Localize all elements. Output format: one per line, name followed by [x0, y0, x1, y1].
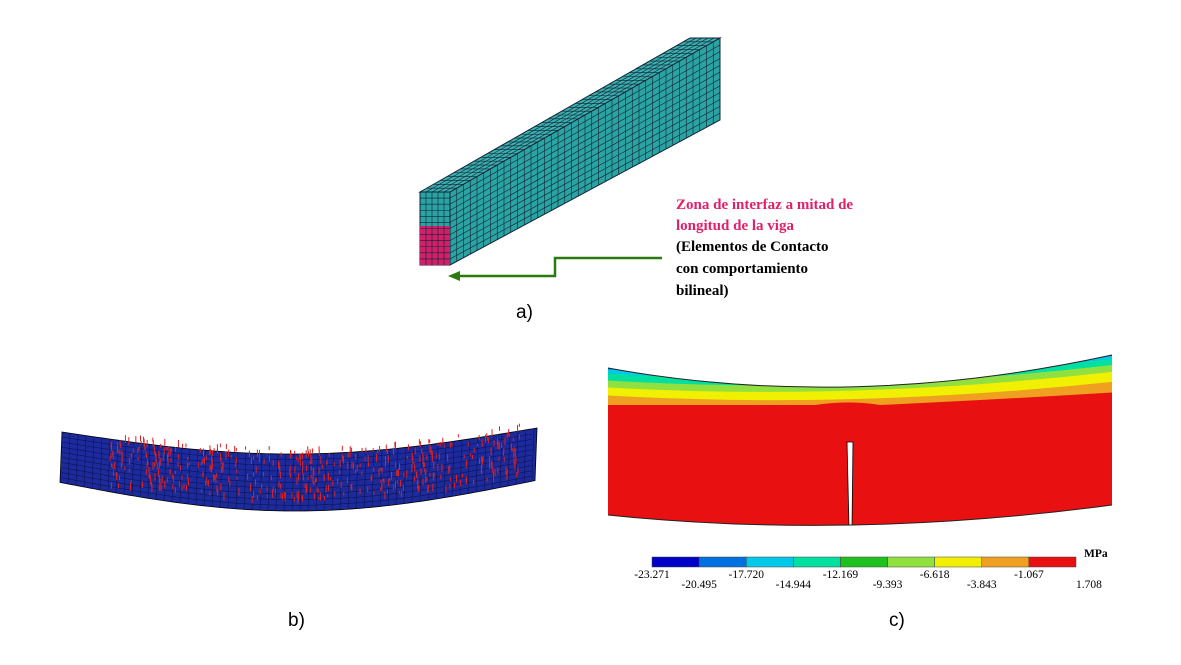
mesh-line — [449, 58, 721, 211]
colorbar-segment — [887, 556, 935, 568]
interface-zone — [420, 226, 450, 265]
colorbar-label: 1.708 — [1076, 579, 1102, 591]
mesh-line — [437, 37, 709, 193]
mesh-line — [449, 92, 721, 241]
crack — [846, 441, 854, 526]
colorbar-label: -17.720 — [728, 569, 764, 581]
annotation: Zona de interfaz a mitad de longitud de … — [676, 197, 853, 299]
annotation-line: Zona de interfaz a mitad de — [676, 197, 853, 213]
mesh-line — [61, 449, 533, 478]
colorbar-label: -9.393 — [873, 579, 903, 591]
mesh-line — [449, 78, 721, 229]
colorbar-label: -3.843 — [967, 579, 997, 591]
annotation-line: longitud de la viga — [676, 218, 794, 234]
mesh-line — [443, 37, 715, 193]
stress-contour — [608, 355, 1112, 526]
mesh-line — [449, 85, 721, 235]
mesh-line — [449, 65, 721, 217]
pointer-arrow — [452, 256, 662, 278]
mesh-line — [61, 475, 533, 506]
colorbar-label: -23.271 — [634, 569, 670, 581]
mesh-line — [449, 44, 721, 199]
colorbar-segment — [934, 556, 983, 568]
colorbar-unit: MPa — [1084, 548, 1108, 560]
colorbar-segment — [981, 556, 1030, 568]
mesh-line — [61, 460, 533, 489]
mesh-line — [425, 37, 697, 193]
annotation-line: con comportamiento — [676, 261, 808, 277]
panel-label: b) — [288, 610, 305, 631]
colorbar: -23.271 -20.495 -17.720 -14.944 -12.169 -9.39… — [634, 556, 1102, 591]
colorbar-label: -6.618 — [920, 569, 950, 581]
annotation-line: bilineal) — [676, 283, 729, 299]
beam-mesh-3d — [418, 37, 722, 266]
mesh-line — [61, 470, 533, 500]
mesh-line — [449, 112, 721, 260]
mesh-line — [61, 433, 533, 460]
panel-label: a) — [516, 302, 533, 323]
mesh-line — [449, 106, 721, 254]
mesh-line — [449, 99, 721, 248]
colorbar-label: -20.495 — [681, 579, 717, 591]
annotation-line: (Elementos de Contacto — [676, 239, 828, 255]
beam-outline — [607, 354, 1113, 526]
colorbar-label: -14.944 — [776, 579, 812, 591]
colorbar-label: -12.169 — [823, 569, 859, 581]
colorbar-segment — [793, 556, 841, 568]
colorbar-segment — [651, 556, 700, 568]
mesh-line — [531, 428, 535, 481]
colorbar-segment — [1028, 556, 1077, 568]
colorbar-segment — [698, 556, 747, 568]
mesh-line — [449, 71, 721, 223]
mesh-line — [61, 444, 533, 472]
arrow-head — [448, 271, 460, 281]
mesh-line — [431, 37, 703, 193]
beam-deformed — [59, 423, 538, 512]
colorbar-segment — [745, 556, 794, 568]
panel-label: c) — [889, 610, 905, 631]
mesh-line — [449, 51, 721, 205]
colorbar-segment — [840, 556, 888, 568]
colorbar-label: -1.067 — [1014, 569, 1044, 581]
mesh-line — [61, 439, 533, 466]
